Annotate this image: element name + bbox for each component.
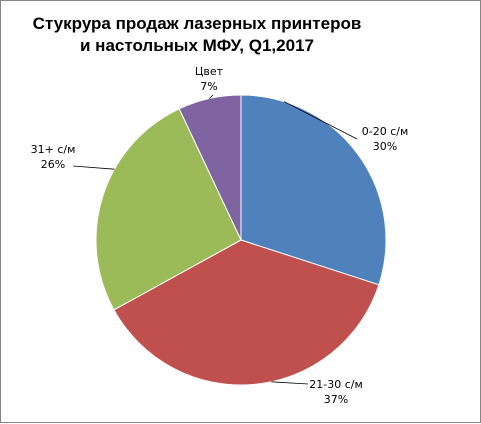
slice-label: 0-20 с/м 30% (362, 125, 409, 153)
slice-category-label: Цвет (195, 65, 224, 78)
slice-percent-label: 7% (200, 80, 217, 93)
leader-line (72, 165, 115, 170)
pie-slices (95, 94, 387, 386)
slice-category-label: 0-20 с/м (362, 125, 409, 138)
slice-label: 21-30 с/м 37% (309, 378, 363, 406)
slice-percent-label: 30% (373, 140, 397, 153)
leader-line (283, 101, 358, 140)
slice-category-label: 21-30 с/м (309, 378, 363, 391)
chart-title-line-2: и настольных МФУ, Q1,2017 (80, 36, 314, 55)
slice-labels: 0-20 с/м 30% 21-30 с/м 37% 31+ с/м 26% Цвет 7% (31, 65, 409, 406)
pie-slice (178, 94, 242, 241)
pie-slice (113, 239, 380, 386)
pie-slice (95, 108, 242, 311)
slice-category-label: 31+ с/м (31, 143, 76, 156)
pie-slice (240, 94, 387, 286)
chart-title-line-1: Стукрура продаж лазерных принтеров (33, 14, 362, 33)
slice-label: Цвет 7% (195, 65, 224, 93)
slice-percent-label: 26% (41, 158, 65, 171)
slice-label: 31+ с/м 26% (31, 143, 76, 171)
leader-line (271, 381, 309, 385)
leader-line (209, 94, 214, 99)
slice-percent-label: 37% (324, 393, 348, 406)
